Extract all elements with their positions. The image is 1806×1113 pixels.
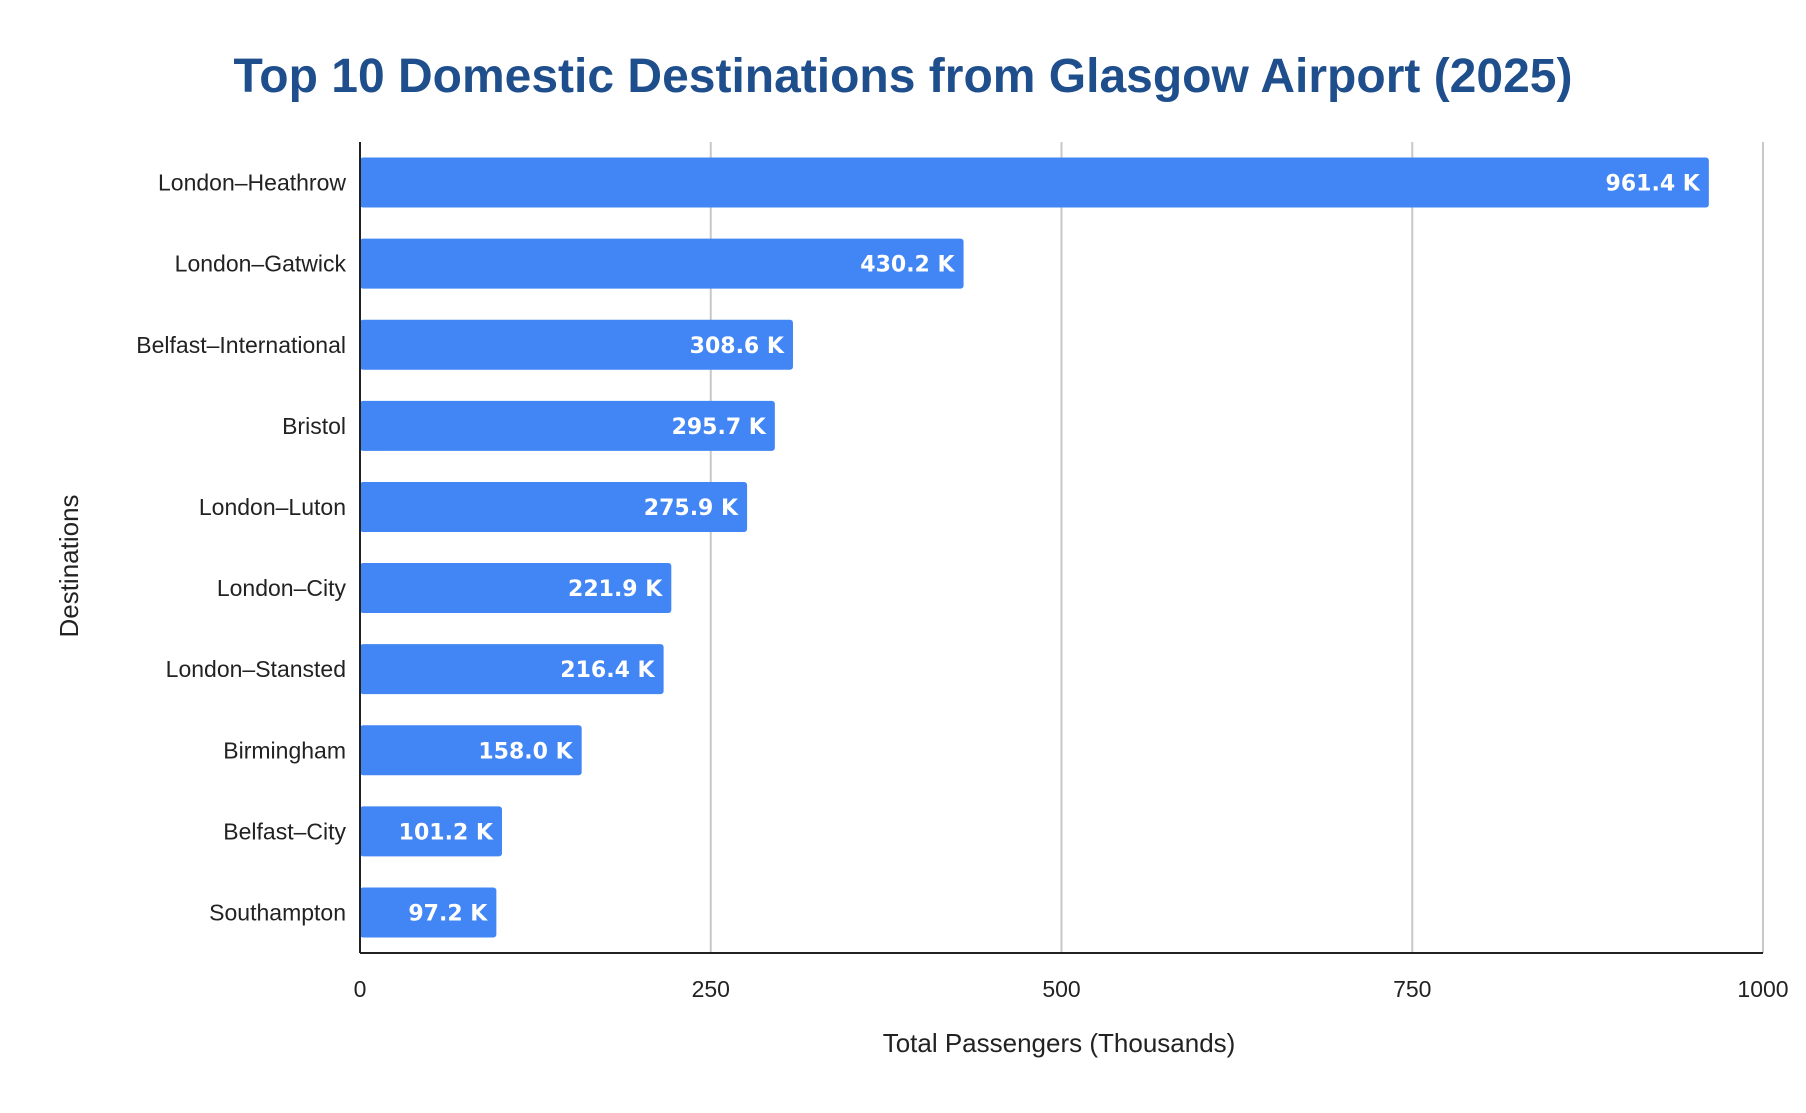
category-label: London–Stansted (166, 656, 346, 682)
data-label: 275.9 K (644, 496, 739, 521)
category-label: Birmingham (223, 737, 346, 763)
bar (360, 563, 672, 614)
x-axis-title: Total Passengers (Thousands) (883, 1028, 1236, 1058)
data-label: 430.2 K (860, 253, 955, 278)
x-tick-label: 1000 (1737, 976, 1788, 1002)
category-label: Belfast–International (136, 332, 346, 358)
x-tick-label: 750 (1393, 976, 1431, 1002)
bar (360, 157, 1709, 208)
category-label: London–City (217, 575, 347, 601)
x-tick-labels: 0 250 500 750 1000 (354, 976, 1789, 1002)
data-label: 221.9 K (568, 577, 663, 602)
data-label: 961.4 K (1606, 172, 1701, 197)
category-label: London–Luton (199, 494, 346, 520)
x-tick-label: 0 (354, 976, 367, 1002)
bar (360, 238, 964, 289)
x-tick-label: 500 (1042, 976, 1080, 1002)
data-label: 97.2 K (408, 901, 488, 926)
data-label: 295.7 K (672, 415, 767, 440)
category-label: Belfast–City (223, 818, 346, 844)
bar (360, 481, 748, 532)
chart-title: Top 10 Domestic Destinations from Glasgo… (234, 50, 1573, 103)
bar (360, 806, 502, 857)
bar (360, 319, 793, 370)
bar (360, 644, 664, 695)
data-label: 101.2 K (399, 820, 494, 845)
y-axis-title: Destinations (54, 494, 84, 637)
x-tick-label: 250 (692, 976, 730, 1002)
category-label: London–Gatwick (175, 251, 347, 277)
category-label: Bristol (282, 413, 346, 439)
bar (360, 400, 775, 451)
category-labels: London–Heathrow London–Gatwick Belfast–Int… (136, 170, 346, 926)
category-label: Southampton (209, 899, 346, 925)
bars: 961.4 K 430.2 K 308.6 K 295.7 K 275.9 K 221.9… (360, 157, 1709, 938)
data-label: 308.6 K (690, 334, 785, 359)
bar (360, 887, 497, 938)
data-label: 216.4 K (560, 658, 655, 683)
bar (360, 725, 582, 776)
grid-lines (709, 142, 1764, 953)
category-label: London–Heathrow (158, 170, 346, 196)
data-label: 158.0 K (478, 739, 573, 764)
